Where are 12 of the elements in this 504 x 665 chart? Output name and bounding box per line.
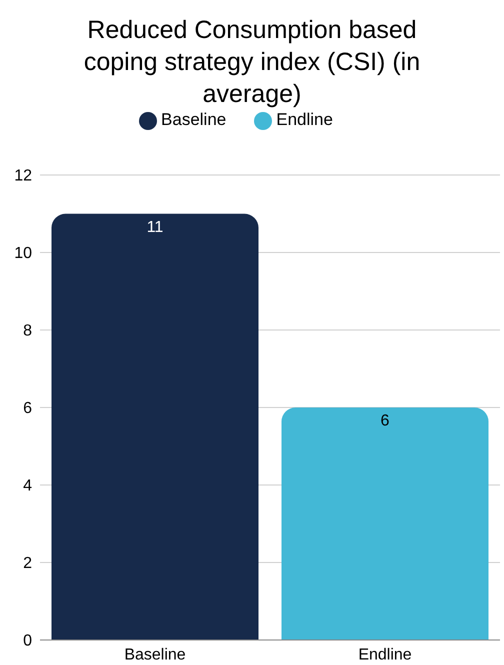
legend-label: Endline	[276, 110, 333, 129]
y-tick-label: 0	[23, 632, 32, 650]
y-tick-label: 2	[23, 555, 32, 572]
y-tick-label: 8	[23, 322, 32, 340]
data-label: 11	[146, 218, 164, 236]
y-tick-label: 12	[14, 168, 32, 185]
y-tick-label: 4	[23, 478, 32, 495]
y-tick-label: 10	[14, 245, 32, 262]
y-tick-label: 6	[23, 400, 32, 418]
legend-label: Baseline	[161, 110, 226, 129]
chart-title: Reduced Consumption based coping strategy index (CSI) (in average)	[82, 15, 422, 110]
data-label: 6	[380, 412, 390, 430]
